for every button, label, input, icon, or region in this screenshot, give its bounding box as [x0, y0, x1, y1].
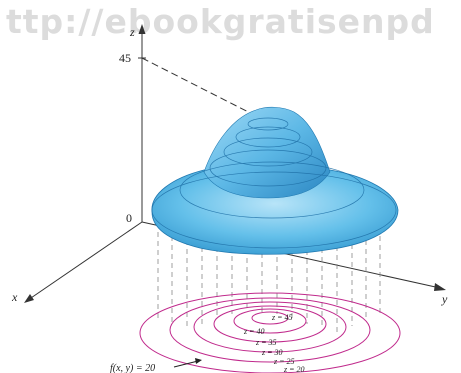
contour-z-40	[233, 308, 307, 334]
x-axis	[27, 221, 143, 301]
z-axis-arrowhead	[138, 24, 146, 34]
contour-labels: z = 45 z = 40 z = 35 z = 30 z = 25 z = 2…	[243, 313, 305, 373]
contour-label-20: z = 20	[283, 365, 305, 373]
contour-label-40: z = 40	[243, 327, 265, 336]
contour-map	[139, 292, 401, 373]
z-axis-label: z	[129, 25, 135, 39]
origin-label: 0	[126, 211, 132, 225]
y-axis-label: y	[441, 292, 448, 306]
contour-label-35: z = 35	[255, 338, 277, 347]
contour-z-20	[139, 292, 401, 373]
x-axis-arrowhead	[24, 294, 34, 303]
contour-label-30: z = 30	[261, 348, 283, 357]
x-axis-label: x	[11, 290, 18, 304]
contour-z-25	[169, 297, 371, 363]
surface-skirt	[151, 169, 399, 255]
surface-dome	[203, 106, 331, 199]
contour-z-35	[213, 305, 327, 343]
function-label-arrowhead	[195, 358, 202, 364]
contour-z-30	[193, 301, 347, 353]
contour-label-25: z = 25	[273, 357, 295, 366]
watermark-text: ttp://ebookgratisenpd	[6, 2, 435, 41]
y-axis-arrowhead	[434, 283, 446, 291]
contour-z-45	[251, 311, 289, 325]
contour-label-45: z = 45	[271, 313, 293, 322]
function-label: f(x, y) = 20	[110, 363, 155, 373]
z-tick-label-45: 45	[119, 51, 131, 65]
peak-height-dashed-line	[141, 57, 269, 123]
surface-level-curves	[151, 117, 397, 249]
function-label-arrow	[173, 360, 199, 368]
